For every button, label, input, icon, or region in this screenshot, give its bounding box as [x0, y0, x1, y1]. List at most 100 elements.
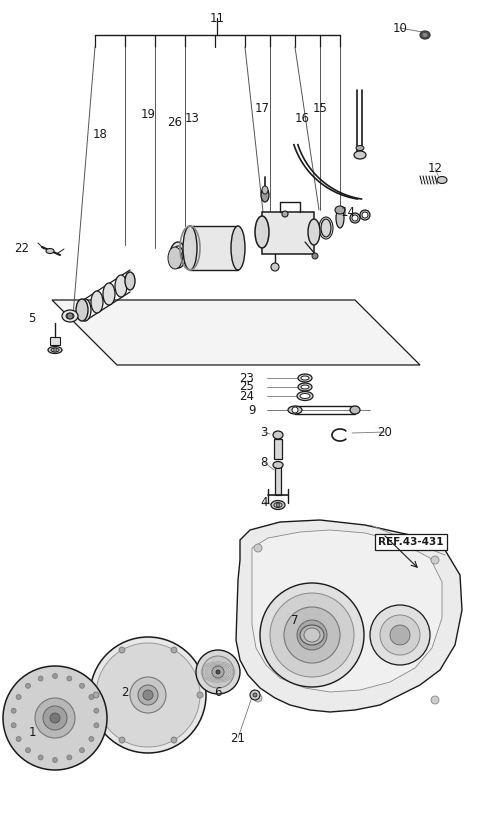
- Ellipse shape: [168, 247, 182, 269]
- Circle shape: [93, 692, 99, 698]
- Text: 1: 1: [28, 725, 36, 738]
- Ellipse shape: [262, 186, 268, 194]
- Circle shape: [260, 583, 364, 687]
- Ellipse shape: [288, 406, 302, 414]
- Text: 18: 18: [93, 129, 108, 142]
- Ellipse shape: [301, 385, 309, 389]
- Circle shape: [254, 544, 262, 552]
- Ellipse shape: [336, 208, 344, 228]
- Text: 23: 23: [240, 372, 254, 385]
- Ellipse shape: [273, 431, 283, 439]
- Ellipse shape: [255, 216, 269, 248]
- Ellipse shape: [300, 625, 324, 645]
- Circle shape: [297, 620, 327, 650]
- Bar: [274, 439, 282, 459]
- Circle shape: [38, 676, 43, 681]
- Text: 6: 6: [214, 685, 222, 698]
- Text: 4: 4: [260, 496, 268, 509]
- Polygon shape: [52, 300, 420, 365]
- Text: 21: 21: [230, 732, 245, 744]
- Circle shape: [254, 694, 262, 702]
- Bar: [275, 465, 281, 495]
- Ellipse shape: [420, 31, 430, 39]
- Ellipse shape: [115, 275, 127, 297]
- Circle shape: [130, 677, 166, 713]
- Circle shape: [171, 737, 177, 743]
- Circle shape: [380, 615, 420, 655]
- Text: 5: 5: [28, 311, 36, 324]
- Circle shape: [43, 706, 67, 730]
- Text: 7: 7: [291, 614, 299, 627]
- Text: 11: 11: [209, 11, 225, 24]
- Circle shape: [52, 673, 58, 679]
- Circle shape: [276, 503, 280, 507]
- Ellipse shape: [48, 346, 62, 354]
- Circle shape: [292, 407, 298, 413]
- Circle shape: [250, 690, 260, 700]
- Circle shape: [3, 666, 107, 770]
- Ellipse shape: [304, 628, 320, 642]
- Ellipse shape: [335, 206, 345, 214]
- Circle shape: [67, 676, 72, 681]
- Polygon shape: [252, 530, 442, 692]
- Circle shape: [197, 692, 203, 698]
- Circle shape: [431, 696, 439, 704]
- Ellipse shape: [273, 461, 283, 469]
- Circle shape: [94, 708, 99, 713]
- Ellipse shape: [350, 213, 360, 223]
- Circle shape: [53, 348, 57, 352]
- Circle shape: [216, 670, 220, 674]
- Ellipse shape: [321, 219, 331, 237]
- Text: 14: 14: [340, 205, 356, 218]
- Circle shape: [25, 683, 31, 689]
- Ellipse shape: [308, 219, 320, 245]
- Text: 25: 25: [240, 381, 254, 394]
- Text: 22: 22: [14, 241, 29, 254]
- Text: 16: 16: [295, 112, 310, 125]
- Circle shape: [270, 593, 354, 677]
- Ellipse shape: [437, 177, 447, 183]
- Circle shape: [80, 747, 84, 753]
- Ellipse shape: [62, 310, 78, 322]
- Circle shape: [171, 647, 177, 653]
- Bar: [190, 226, 238, 270]
- Text: 15: 15: [312, 102, 327, 114]
- Text: REF.43-431: REF.43-431: [378, 537, 444, 547]
- Ellipse shape: [298, 374, 312, 382]
- Bar: [262, 212, 314, 254]
- Circle shape: [271, 263, 279, 271]
- Circle shape: [16, 694, 21, 699]
- Circle shape: [67, 755, 72, 760]
- Bar: [50, 337, 60, 345]
- Ellipse shape: [362, 212, 368, 218]
- Ellipse shape: [350, 406, 360, 414]
- Ellipse shape: [170, 242, 186, 268]
- Ellipse shape: [76, 299, 88, 321]
- Text: 10: 10: [393, 21, 408, 34]
- Ellipse shape: [271, 500, 285, 509]
- Circle shape: [312, 253, 318, 259]
- Ellipse shape: [297, 391, 313, 400]
- Circle shape: [38, 755, 43, 760]
- Ellipse shape: [79, 299, 91, 321]
- Ellipse shape: [282, 211, 288, 217]
- Circle shape: [67, 313, 73, 319]
- Circle shape: [89, 737, 94, 742]
- Ellipse shape: [91, 291, 103, 313]
- Polygon shape: [236, 520, 462, 712]
- Ellipse shape: [354, 151, 366, 159]
- Circle shape: [89, 694, 94, 699]
- Text: 9: 9: [248, 403, 256, 416]
- Text: 8: 8: [260, 456, 268, 469]
- Circle shape: [16, 737, 21, 742]
- Circle shape: [212, 666, 224, 678]
- Circle shape: [138, 685, 158, 705]
- Circle shape: [202, 656, 234, 688]
- Circle shape: [90, 637, 206, 753]
- Text: 12: 12: [428, 161, 443, 174]
- Text: 13: 13: [185, 112, 199, 125]
- Ellipse shape: [422, 33, 428, 37]
- Ellipse shape: [352, 215, 358, 221]
- Circle shape: [253, 693, 257, 697]
- Ellipse shape: [360, 210, 370, 220]
